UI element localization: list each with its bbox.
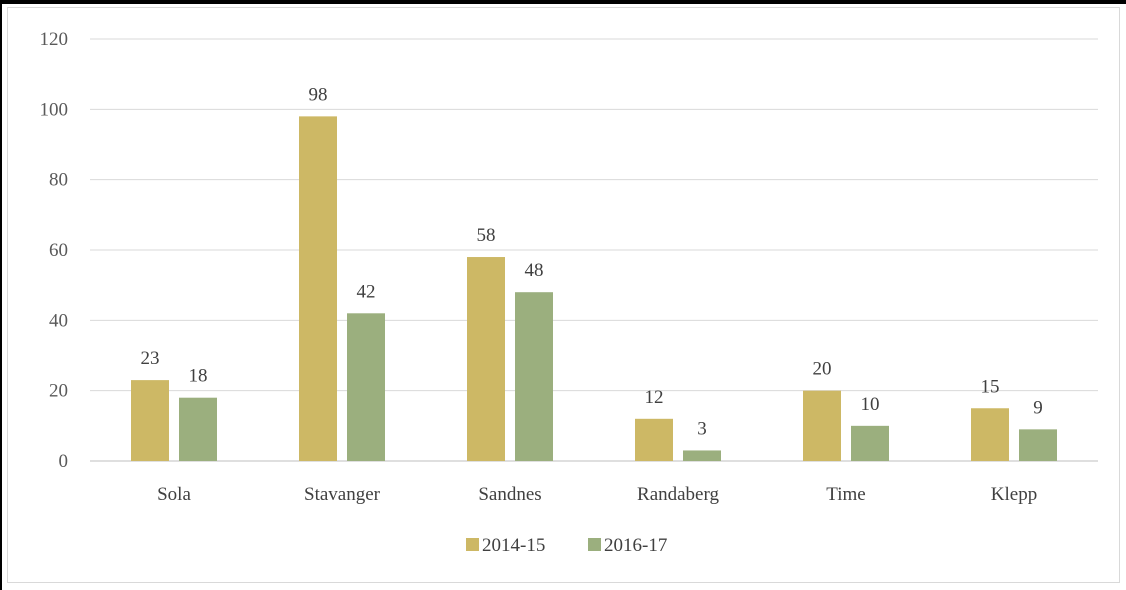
legend-label: 2014-15 [482,535,545,556]
data-label: 98 [309,84,328,105]
bars [131,116,1057,461]
bar-randaberg-2016-17 [683,450,721,461]
frame-top-border [0,0,1126,4]
data-labels: 23 18 98 42 58 48 12 3 20 10 15 9 [141,84,1043,439]
data-label: 3 [697,418,707,439]
bar-klepp-2014-15 [971,408,1009,461]
y-tick-label: 20 [49,381,68,402]
y-tick-label: 100 [40,99,69,120]
data-label: 48 [525,260,544,281]
data-label: 10 [861,394,880,415]
data-label: 15 [981,376,1000,397]
x-tick-label: Sola [157,484,191,505]
bar-stavanger-2016-17 [347,313,385,461]
y-tick-label: 60 [49,240,68,261]
data-label: 23 [141,348,160,369]
bar-sandnes-2016-17 [515,292,553,461]
data-label: 42 [357,281,376,302]
x-tick-label: Randaberg [637,484,719,505]
legend-label: 2016-17 [604,535,667,556]
y-tick-label: 40 [49,310,68,331]
x-tick-label: Time [826,484,865,505]
bar-sola-2014-15 [131,380,169,461]
y-tick-label: 120 [40,29,69,50]
x-tick-label: Stavanger [304,484,381,505]
legend-swatch [588,538,601,551]
x-tick-label: Klepp [991,484,1037,505]
bar-klepp-2016-17 [1019,429,1057,461]
chart-area [7,7,1120,583]
x-axis: Sola Stavanger Sandnes Randaberg Time Klepp [157,484,1037,505]
bar-sandnes-2014-15 [467,257,505,461]
data-label: 9 [1033,397,1043,418]
bar-time-2016-17 [851,425,889,461]
gridlines [90,38,1098,392]
data-label: 18 [189,366,208,387]
data-label: 58 [477,225,496,246]
bar-randaberg-2014-15 [635,418,673,461]
data-label: 20 [813,359,832,380]
x-tick-label: Sandnes [478,484,541,505]
legend: 2014-15 2016-17 [466,535,667,556]
bar-sola-2016-17 [179,397,217,461]
y-tick-label: 0 [59,451,69,472]
bar-time-2014-15 [803,390,841,461]
data-label: 12 [645,387,664,408]
bar-stavanger-2014-15 [299,116,337,461]
y-axis: 0 20 40 60 80 100 120 [40,29,1098,472]
frame-left-border [0,0,2,590]
legend-swatch [466,538,479,551]
y-tick-label: 80 [49,170,68,191]
